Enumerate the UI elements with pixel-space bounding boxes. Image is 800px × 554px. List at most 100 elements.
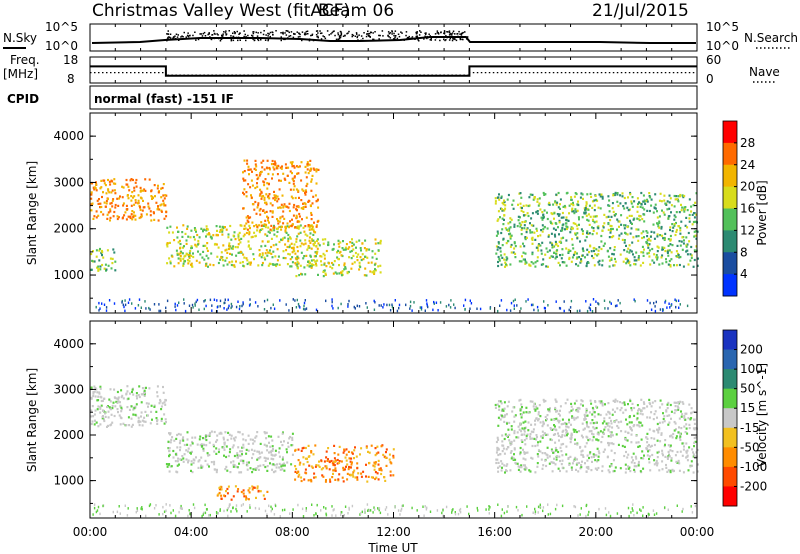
power-echo-cell — [631, 196, 634, 199]
power-echo-cell — [150, 219, 153, 222]
power-echo-cell — [132, 214, 135, 217]
velocity-ground-scatter-cell — [580, 507, 582, 510]
power-echo-cell — [633, 263, 636, 266]
power-echo-cell — [264, 219, 267, 222]
velocity-echo-cell — [232, 465, 235, 468]
power-echo-cell — [299, 245, 302, 248]
power-echo-cell — [291, 251, 294, 254]
velocity-echo-cell — [642, 467, 645, 470]
velocity-echo-cell — [519, 453, 522, 456]
power-echo-cell — [246, 159, 249, 162]
velocity-echo-cell — [160, 417, 163, 420]
power-ground-scatter-cell — [203, 307, 205, 311]
velocity-echo-cell — [270, 453, 273, 456]
power-echo-cell — [202, 250, 205, 253]
power-echo-cell — [207, 257, 210, 260]
velocity-echo-cell — [120, 389, 123, 392]
power-echo-cell — [117, 216, 120, 219]
power-echo-cell — [539, 208, 542, 211]
power-echo-cell — [527, 214, 530, 218]
power-ground-scatter-cell — [241, 304, 243, 308]
power-echo-cell — [247, 220, 250, 224]
velocity-ground-scatter-cell — [361, 510, 363, 514]
power-echo-cell — [129, 216, 132, 220]
power-echo-cell — [543, 225, 546, 229]
noise-search-point — [213, 30, 215, 32]
velocity-echo-cell — [138, 395, 141, 399]
noise-search-point — [398, 35, 401, 38]
power-ground-scatter-cell — [223, 307, 225, 310]
velocity-echo-cell — [603, 417, 606, 420]
velocity-echo-cell — [227, 485, 230, 488]
power-echo-cell — [600, 193, 603, 196]
power-echo-cell — [359, 247, 362, 250]
velocity-echo-cell — [499, 453, 502, 456]
power-echo-cell — [315, 200, 318, 203]
power-echo-cell — [240, 224, 243, 227]
power-echo-cell — [215, 233, 218, 236]
power-echo-cell — [113, 251, 116, 254]
power-echo-cell — [578, 223, 580, 226]
power-echo-cell — [194, 243, 197, 246]
power-echo-cell — [629, 191, 632, 195]
power-echo-cell — [268, 249, 271, 252]
power-ground-scatter-cell — [137, 304, 140, 307]
velocity-echo-cell — [207, 434, 210, 437]
velocity-echo-cell — [238, 431, 241, 434]
power-ground-scatter-cell — [337, 306, 339, 310]
power-echo-cell — [291, 261, 294, 264]
power-echo-cell — [514, 252, 517, 255]
velocity-echo-cell — [175, 470, 178, 473]
power-echo-cell — [690, 210, 693, 213]
velocity-echo-cell — [94, 395, 97, 398]
power-echo-cell — [262, 159, 265, 162]
power-echo-cell — [497, 246, 500, 249]
velocity-echo-cell — [610, 463, 613, 466]
velocity-ground-scatter-cell — [172, 509, 174, 512]
power-echo-cell — [567, 248, 570, 251]
power-echo-cell — [500, 263, 503, 266]
power-echo-cell — [536, 259, 539, 263]
velocity-echo-cell — [678, 462, 681, 465]
power-echo-cell — [653, 253, 656, 256]
noise-search-point — [452, 30, 455, 32]
power-echo-cell — [259, 253, 261, 256]
power-echo-cell — [362, 258, 365, 261]
power-echo-cell — [581, 232, 584, 235]
noise-search-point — [426, 35, 428, 38]
power-ground-scatter-cell — [589, 308, 592, 312]
velocity-echo-cell — [351, 452, 354, 455]
power-echo-cell — [190, 265, 193, 268]
noise-search-point — [255, 31, 257, 34]
velocity-ground-scatter-cell — [332, 509, 334, 512]
velocity-echo-cell — [690, 417, 693, 420]
velocity-echo-cell — [620, 430, 623, 433]
power-echo-cell — [636, 197, 639, 200]
velocity-echo-cell — [141, 419, 144, 422]
velocity-echo-cell — [614, 398, 617, 401]
velocity-echo-cell — [541, 452, 544, 455]
velocity-echo-cell — [164, 403, 167, 406]
velocity-ground-scatter-cell — [424, 505, 426, 508]
power-echo-cell — [282, 222, 285, 225]
power-echo-cell — [254, 168, 257, 171]
noise-search-point — [211, 34, 213, 36]
power-ground-scatter-cell — [356, 304, 358, 308]
velocity-echo-cell — [121, 394, 124, 397]
velocity-echo-cell — [182, 457, 185, 460]
power-ground-scatter-cell — [124, 299, 126, 302]
power-echo-cell — [267, 194, 270, 198]
power-echo-cell — [101, 254, 103, 257]
power-echo-cell — [619, 202, 622, 205]
velocity-echo-cell — [591, 406, 594, 410]
velocity-echo-cell — [649, 445, 652, 448]
power-echo-cell — [259, 193, 262, 196]
velocity-echo-cell — [565, 431, 568, 434]
power-ground-scatter-cell — [122, 303, 124, 307]
power-echo-cell — [518, 192, 521, 195]
power-echo-cell — [588, 204, 591, 207]
power-echo-cell — [242, 179, 245, 182]
velocity-echo-cell — [278, 462, 281, 465]
velocity-echo-cell — [359, 453, 361, 456]
power-echo-cell — [316, 239, 318, 242]
